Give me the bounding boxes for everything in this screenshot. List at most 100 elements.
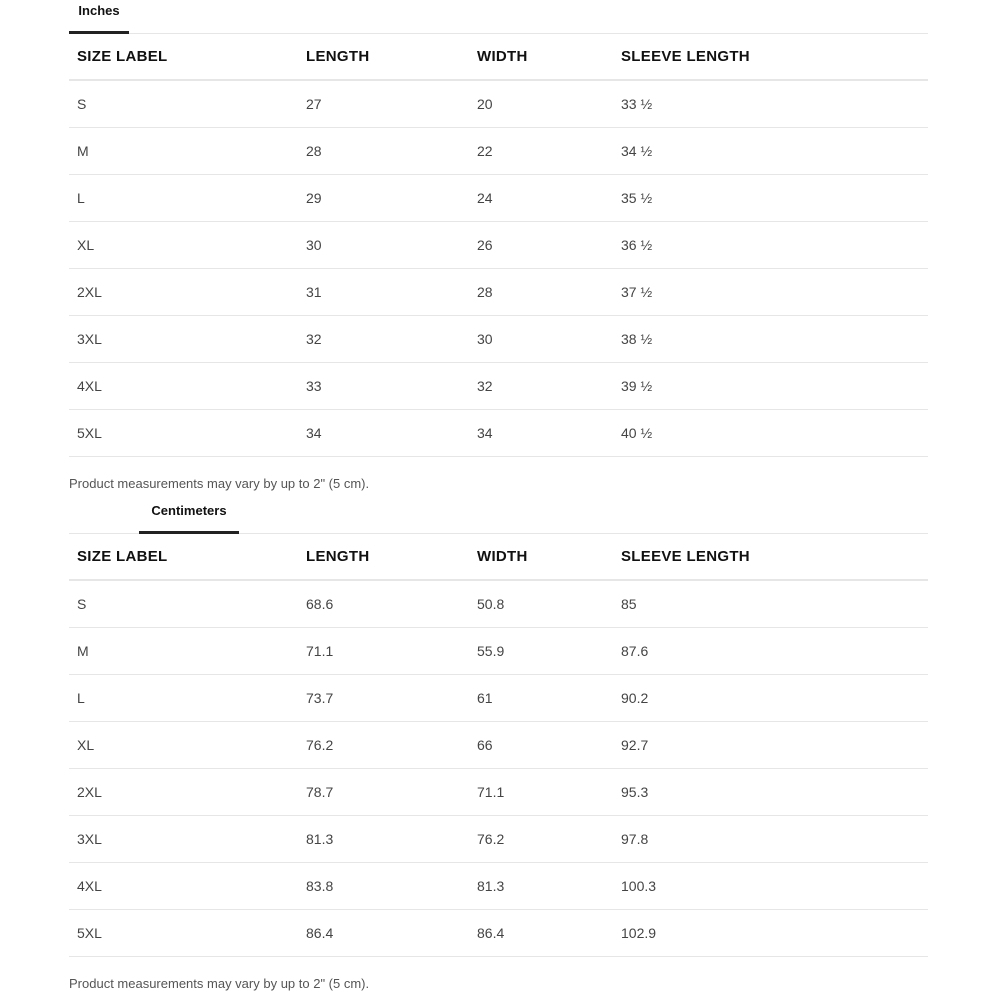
table-row: 4XL 33 32 39 ½ bbox=[69, 362, 928, 410]
table-cell: 32 bbox=[469, 362, 613, 410]
table-row: 2XL 31 28 37 ½ bbox=[69, 268, 928, 316]
table-row: 5XL 86.4 86.4 102.9 bbox=[69, 909, 928, 957]
table-cell: 97.8 bbox=[613, 815, 928, 863]
column-header: SLEEVE LENGTH bbox=[613, 34, 928, 81]
active-tab-indicator bbox=[69, 31, 129, 34]
tab-centimeters[interactable]: Centimeters bbox=[139, 500, 239, 534]
column-header: SLEEVE LENGTH bbox=[613, 534, 928, 581]
table-cell: 81.3 bbox=[298, 815, 469, 863]
table-cell: 34 ½ bbox=[613, 127, 928, 175]
table-cell: 61 bbox=[469, 674, 613, 722]
table-cell: 5XL bbox=[69, 409, 298, 457]
table-row: XL 76.2 66 92.7 bbox=[69, 721, 928, 769]
table-cell: 83.8 bbox=[298, 862, 469, 910]
size-table-inches: SIZE LABEL LENGTH WIDTH SLEEVE LENGTH S 27 20 3… bbox=[69, 34, 928, 457]
column-header: LENGTH bbox=[298, 534, 469, 581]
table-row: S 27 20 33 ½ bbox=[69, 80, 928, 128]
measurement-note: Product measurements may vary by up to 2… bbox=[69, 976, 370, 991]
table-cell: 95.3 bbox=[613, 768, 928, 816]
table-cell: S bbox=[69, 580, 298, 628]
table-row: 3XL 81.3 76.2 97.8 bbox=[69, 815, 928, 863]
table-cell: 2XL bbox=[69, 768, 298, 816]
table-cell: 90.2 bbox=[613, 674, 928, 722]
table-cell: 29 bbox=[298, 174, 469, 222]
table-cell: 86.4 bbox=[469, 909, 613, 957]
table-cell: 26 bbox=[469, 221, 613, 269]
table-cell: L bbox=[69, 674, 298, 722]
table-cell: 35 ½ bbox=[613, 174, 928, 222]
table-cell: 86.4 bbox=[298, 909, 469, 957]
table-cell: 81.3 bbox=[469, 862, 613, 910]
tab-inches[interactable]: Inches bbox=[69, 0, 129, 34]
table-cell: 78.7 bbox=[298, 768, 469, 816]
table-cell: 3XL bbox=[69, 315, 298, 363]
table-cell: M bbox=[69, 127, 298, 175]
table-cell: 76.2 bbox=[298, 721, 469, 769]
table-cell: 4XL bbox=[69, 362, 298, 410]
column-header: WIDTH bbox=[469, 34, 613, 81]
table-cell: 33 ½ bbox=[613, 80, 928, 128]
table-cell: 3XL bbox=[69, 815, 298, 863]
table-cell: 50.8 bbox=[469, 580, 613, 628]
table-cell: 34 bbox=[298, 409, 469, 457]
table-cell: 40 ½ bbox=[613, 409, 928, 457]
column-header: SIZE LABEL bbox=[69, 534, 298, 581]
table-cell: S bbox=[69, 80, 298, 128]
table-cell: 5XL bbox=[69, 909, 298, 957]
table-cell: 92.7 bbox=[613, 721, 928, 769]
table-cell: 71.1 bbox=[298, 627, 469, 675]
table-cell: 66 bbox=[469, 721, 613, 769]
table-cell: 73.7 bbox=[298, 674, 469, 722]
table-cell: 36 ½ bbox=[613, 221, 928, 269]
table-cell: M bbox=[69, 627, 298, 675]
unit-tab-bar: Centimeters bbox=[69, 500, 928, 534]
unit-tab-bar: Inches bbox=[69, 0, 928, 34]
table-cell: 71.1 bbox=[469, 768, 613, 816]
table-cell: 30 bbox=[298, 221, 469, 269]
table-cell: 34 bbox=[469, 409, 613, 457]
active-tab-indicator bbox=[139, 531, 239, 534]
table-cell: 32 bbox=[298, 315, 469, 363]
table-row: 3XL 32 30 38 ½ bbox=[69, 315, 928, 363]
table-cell: 100.3 bbox=[613, 862, 928, 910]
table-cell: 102.9 bbox=[613, 909, 928, 957]
inches-section: Inches SIZE LABEL LENGTH WIDTH SLEEVE LENGT… bbox=[69, 0, 928, 500]
table-cell: 27 bbox=[298, 80, 469, 128]
table-cell: 39 ½ bbox=[613, 362, 928, 410]
table-row: M 71.1 55.9 87.6 bbox=[69, 627, 928, 675]
table-cell: 55.9 bbox=[469, 627, 613, 675]
column-header: SIZE LABEL bbox=[69, 34, 298, 81]
table-cell: 85 bbox=[613, 580, 928, 628]
table-cell: 38 ½ bbox=[613, 315, 928, 363]
tab-label: Centimeters bbox=[151, 503, 227, 518]
measurement-note: Product measurements may vary by up to 2… bbox=[69, 476, 370, 491]
table-row: XL 30 26 36 ½ bbox=[69, 221, 928, 269]
table-cell: 37 ½ bbox=[613, 268, 928, 316]
table-cell: 22 bbox=[469, 127, 613, 175]
table-cell: 28 bbox=[298, 127, 469, 175]
table-cell: 2XL bbox=[69, 268, 298, 316]
table-row: 5XL 34 34 40 ½ bbox=[69, 409, 928, 457]
table-cell: 33 bbox=[298, 362, 469, 410]
table-cell: 87.6 bbox=[613, 627, 928, 675]
table-row: 2XL 78.7 71.1 95.3 bbox=[69, 768, 928, 816]
column-header: WIDTH bbox=[469, 534, 613, 581]
table-row: L 73.7 61 90.2 bbox=[69, 674, 928, 722]
table-cell: 28 bbox=[469, 268, 613, 316]
table-cell: 31 bbox=[298, 268, 469, 316]
header-row: SIZE LABEL LENGTH WIDTH SLEEVE LENGTH bbox=[69, 534, 928, 581]
table-cell: L bbox=[69, 174, 298, 222]
table-row: S 68.6 50.8 85 bbox=[69, 580, 928, 628]
table-row: M 28 22 34 ½ bbox=[69, 127, 928, 175]
size-table-centimeters: SIZE LABEL LENGTH WIDTH SLEEVE LENGTH S 68.6 5… bbox=[69, 534, 928, 957]
table-cell: 30 bbox=[469, 315, 613, 363]
table-cell: 68.6 bbox=[298, 580, 469, 628]
table-cell: 4XL bbox=[69, 862, 298, 910]
table-row: 4XL 83.8 81.3 100.3 bbox=[69, 862, 928, 910]
table-cell: XL bbox=[69, 221, 298, 269]
column-header: LENGTH bbox=[298, 34, 469, 81]
table-cell: 76.2 bbox=[469, 815, 613, 863]
tab-label: Inches bbox=[78, 3, 120, 18]
table-cell: 24 bbox=[469, 174, 613, 222]
table-row: L 29 24 35 ½ bbox=[69, 174, 928, 222]
